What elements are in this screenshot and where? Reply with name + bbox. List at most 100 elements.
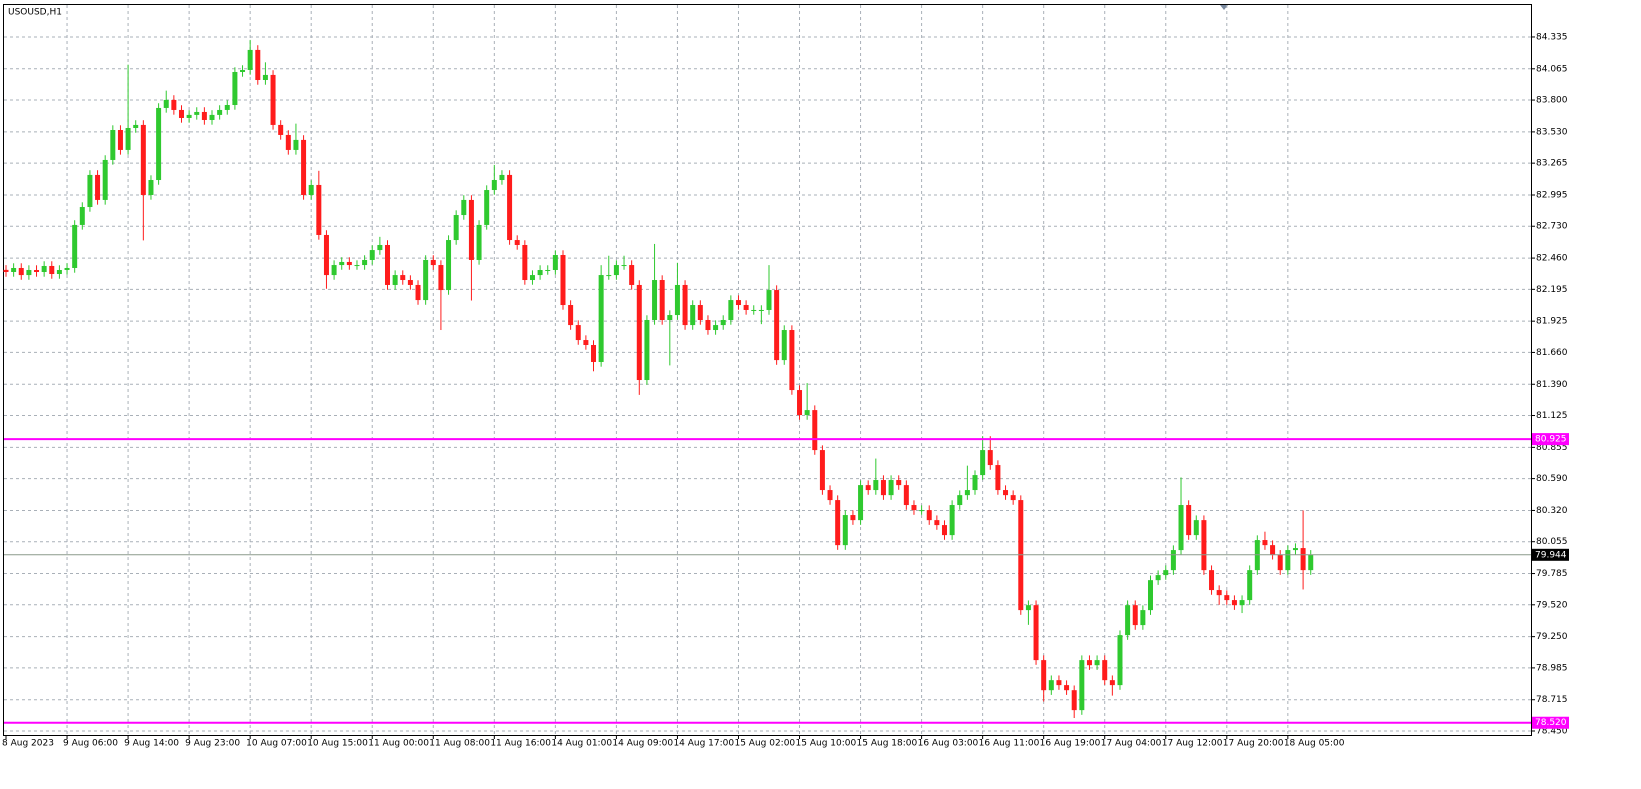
candle-body bbox=[545, 269, 551, 271]
candle-body bbox=[1270, 545, 1276, 555]
candle-body bbox=[1010, 495, 1016, 501]
candle-body bbox=[34, 269, 40, 272]
candle-body bbox=[1163, 570, 1169, 576]
candle-body bbox=[690, 305, 696, 326]
candle-body bbox=[697, 305, 703, 320]
level-label: 79.944 bbox=[1535, 550, 1567, 560]
candle-body bbox=[461, 199, 467, 216]
candle-body bbox=[331, 265, 337, 276]
candle-body bbox=[400, 275, 406, 281]
candle-body bbox=[255, 49, 261, 81]
candle-body bbox=[430, 259, 436, 266]
candle-body bbox=[224, 105, 230, 110]
candle-body bbox=[476, 224, 482, 260]
candle-body bbox=[1025, 605, 1031, 611]
candle-body bbox=[285, 134, 291, 150]
candle-body bbox=[957, 495, 963, 506]
candle-body bbox=[26, 269, 32, 276]
candle-body bbox=[1186, 505, 1192, 536]
candle-body bbox=[339, 261, 345, 266]
x-tick-label: 17 Aug 04:00 bbox=[1101, 739, 1162, 749]
candle-body bbox=[499, 174, 505, 181]
candle-body bbox=[385, 244, 390, 285]
candle-body bbox=[522, 244, 528, 281]
candle-body bbox=[194, 111, 200, 115]
candle-body bbox=[781, 330, 787, 361]
candle-body bbox=[888, 480, 894, 496]
x-tick-label: 18 Aug 05:00 bbox=[1284, 739, 1345, 749]
y-tick-label: 84.065 bbox=[1536, 64, 1568, 74]
candle-body bbox=[1148, 580, 1153, 611]
candle-body bbox=[621, 265, 627, 267]
candle-body bbox=[125, 128, 131, 150]
candle-body bbox=[1102, 660, 1108, 681]
candle-body bbox=[240, 69, 246, 72]
candle-body bbox=[659, 280, 665, 320]
candle-body bbox=[49, 265, 55, 275]
x-tick-label: 11 Aug 16:00 bbox=[490, 739, 551, 749]
candle-body bbox=[552, 255, 558, 270]
y-tick-label: 83.800 bbox=[1536, 96, 1568, 106]
candle-body bbox=[140, 124, 146, 195]
candle-body bbox=[644, 319, 650, 381]
candle-body bbox=[743, 305, 749, 310]
candle-body bbox=[934, 520, 940, 526]
chart-title: USOUSD,H1 bbox=[8, 8, 62, 18]
level-label-box bbox=[1532, 548, 1569, 561]
x-tick-label: 16 Aug 19:00 bbox=[1040, 739, 1101, 749]
candle-body bbox=[354, 265, 360, 267]
candle-body bbox=[301, 139, 307, 195]
y-tick-label: 78.450 bbox=[1536, 726, 1568, 736]
candle-body bbox=[812, 410, 818, 451]
candle-body bbox=[56, 269, 62, 275]
candle-body bbox=[568, 305, 574, 326]
level-label: 78.520 bbox=[1535, 718, 1567, 728]
plot-frame bbox=[3, 4, 1532, 736]
x-tick-label: 15 Aug 18:00 bbox=[857, 739, 918, 749]
candle-body bbox=[423, 259, 429, 301]
y-tick-label: 81.660 bbox=[1536, 348, 1568, 358]
candle-body bbox=[362, 259, 368, 266]
x-tick-label: 14 Aug 17:00 bbox=[673, 739, 734, 749]
candle-body bbox=[3, 269, 9, 272]
x-tick-label: 8 Aug 2023 bbox=[2, 739, 54, 749]
x-tick-label: 14 Aug 01:00 bbox=[551, 739, 612, 749]
candle-body bbox=[163, 99, 169, 108]
y-tick-label: 79.785 bbox=[1536, 569, 1568, 579]
candle-body bbox=[18, 267, 24, 276]
candle-body bbox=[308, 184, 314, 195]
candle-body bbox=[1064, 685, 1070, 691]
candle-body bbox=[468, 199, 474, 260]
y-tick-label: 79.250 bbox=[1536, 632, 1568, 642]
candle-body bbox=[964, 490, 970, 496]
x-tick-label: 16 Aug 03:00 bbox=[918, 739, 979, 749]
candle-body bbox=[79, 207, 85, 225]
candle-body bbox=[758, 309, 764, 311]
candle-body bbox=[1193, 520, 1199, 536]
candle-body bbox=[514, 240, 520, 245]
candle-body bbox=[804, 410, 810, 416]
candle-body bbox=[407, 280, 413, 285]
x-tick-label: 9 Aug 06:00 bbox=[63, 739, 118, 749]
y-tick-label: 82.730 bbox=[1536, 222, 1568, 232]
y-tick-label: 82.195 bbox=[1536, 285, 1568, 295]
x-tick-label: 17 Aug 12:00 bbox=[1162, 739, 1223, 749]
candle-body bbox=[1285, 550, 1291, 571]
candle-body bbox=[270, 74, 276, 125]
y-tick-label: 83.265 bbox=[1536, 159, 1568, 169]
candle-body bbox=[87, 174, 93, 208]
candle-body bbox=[987, 450, 993, 466]
candle-body bbox=[1033, 605, 1039, 661]
y-tick-label: 82.460 bbox=[1536, 254, 1568, 264]
candle-body bbox=[11, 267, 17, 272]
candle-body bbox=[1125, 605, 1131, 636]
candle-body bbox=[1178, 505, 1184, 551]
x-tick-label: 11 Aug 00:00 bbox=[368, 739, 429, 749]
candle-body bbox=[995, 465, 1001, 491]
candle-body bbox=[949, 505, 955, 536]
candle-body bbox=[484, 190, 490, 225]
candle-body bbox=[102, 159, 108, 200]
candle-body bbox=[674, 284, 680, 316]
y-tick-label: 79.520 bbox=[1536, 600, 1568, 610]
candle-body bbox=[346, 261, 352, 266]
